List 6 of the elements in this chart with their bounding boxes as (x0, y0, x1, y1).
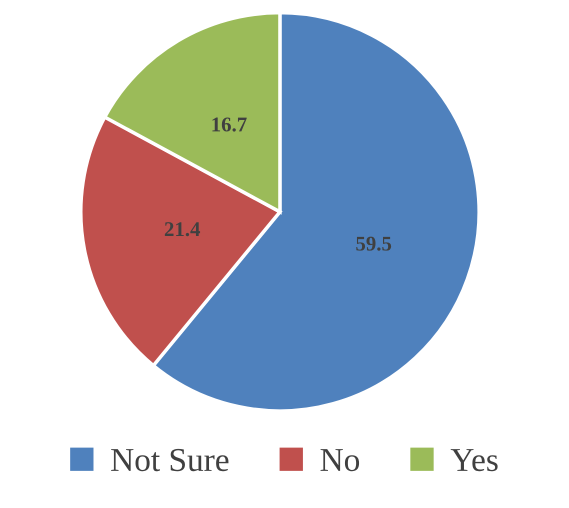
data-label: 21.4 (164, 222, 200, 236)
legend-label: Not Sure (111, 448, 228, 472)
data-label: 59.5 (356, 236, 392, 251)
legend-label: No (320, 449, 360, 472)
data-label: 16.7 (212, 118, 247, 132)
legend-label: Yes (450, 449, 498, 472)
